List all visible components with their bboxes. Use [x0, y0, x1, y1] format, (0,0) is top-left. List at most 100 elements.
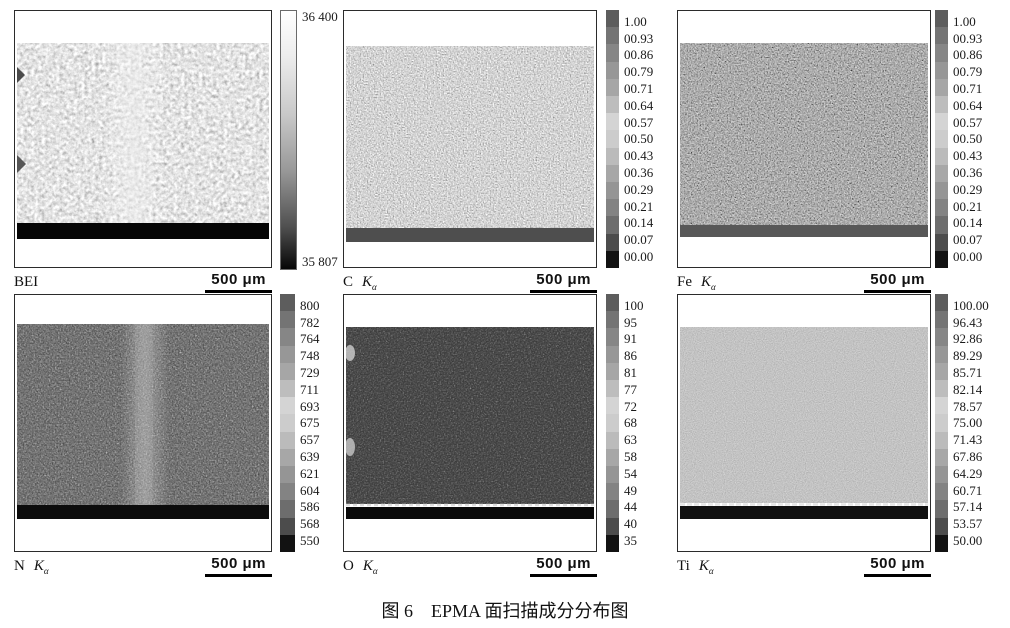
- noise-texture: [346, 46, 594, 228]
- colorbar-segment: [606, 216, 619, 234]
- colorbar-ticks-ti: 100.00 96.43 92.86 89.29 85.71 82.14 78.57 75.0…: [953, 294, 989, 552]
- series-subscript: α: [372, 281, 377, 292]
- colorbar-segment: [606, 78, 619, 97]
- panel-footer: N Kα 500 μm: [14, 555, 272, 577]
- colorbar-segment: [935, 414, 948, 432]
- colorbar-ti: [935, 294, 948, 553]
- colorbar-wrap: 100 95 91 86 81 77 72 68 63 58 54 49 44 40 35: [606, 294, 644, 553]
- colorbar-segment: [935, 27, 948, 45]
- colorbar-segment: [935, 182, 948, 200]
- c-image-canvas: [346, 13, 594, 265]
- colorbar-segment: [280, 362, 295, 381]
- colorbar-segment: [606, 500, 619, 518]
- panel-label-bei: BEI: [14, 274, 47, 293]
- colorbar-segment: [935, 328, 948, 346]
- colorbar-segment: [935, 199, 948, 217]
- inclusion-spot: [17, 67, 25, 83]
- colorbar-segment: [280, 517, 295, 535]
- element-symbol: C: [343, 273, 354, 290]
- colorbar-segment: [935, 78, 948, 97]
- colorbar-tick: 00.57: [624, 114, 654, 130]
- substrate-band: [346, 507, 594, 519]
- colorbar-segment: [606, 328, 619, 346]
- colorbar-segment: [935, 250, 948, 269]
- colorbar-segment: [606, 466, 619, 484]
- colorbar-segment: [935, 448, 948, 467]
- colorbar-segment: [606, 61, 619, 79]
- colorbar-fe: [935, 10, 948, 269]
- fe-ka-micrograph: [677, 10, 931, 268]
- colorbar-segment: [606, 147, 619, 165]
- series-letter: K: [698, 557, 709, 574]
- scale-bar: 500 μm: [530, 271, 597, 293]
- colorbar-ticks-fe: 1.00 00.93 00.86 00.79 00.71 00.64 00.57 00.50 0…: [953, 10, 982, 268]
- substrate-band: [680, 506, 928, 519]
- colorbar-segment: [280, 431, 295, 449]
- colorbar-segment: [935, 10, 948, 28]
- colorbar-tick: 00.00: [624, 249, 654, 265]
- scale-bar: 500 μm: [530, 555, 597, 577]
- colorbar-tick: 00.86: [624, 47, 654, 63]
- colorbar-tick: 00.64: [953, 97, 983, 113]
- colorbar-segment: [606, 414, 619, 432]
- colorbar-segment: [606, 182, 619, 200]
- colorbar-segment: [280, 483, 295, 501]
- panel-c-ka: C Kα 500 μm 1.00 00.93 00.86 00.79 00.71 00.64…: [343, 10, 653, 293]
- colorbar-ticks-o: 100 95 91 86 81 77 72 68 63 58 54 49 44 40 35: [624, 294, 644, 552]
- colorbar-tick: 568: [300, 516, 320, 532]
- colorbar-ticks-bei: 36 400 35 807: [302, 10, 338, 268]
- c-ka-micrograph: [343, 10, 597, 268]
- element-symbol: O: [343, 557, 354, 574]
- colorbar-tick: 54: [624, 465, 637, 481]
- colorbar-tick: 49: [624, 482, 637, 498]
- colorbar-tick: 00.14: [953, 215, 983, 231]
- colorbar-tick: 764: [300, 331, 320, 347]
- colorbar-tick: 86: [624, 348, 637, 364]
- scale-bar: 500 μm: [864, 555, 931, 577]
- panel-footer: Fe Kα 500 μm: [677, 271, 931, 293]
- colorbar-segment: [606, 517, 619, 535]
- oxide-spot: [346, 438, 355, 456]
- colorbar-segment: [935, 96, 948, 114]
- colorbar-tick: 53.57: [953, 516, 983, 532]
- colorbar-tick: 00.21: [624, 198, 654, 214]
- substrate-band: [346, 228, 594, 242]
- colorbar-tick: 77: [624, 381, 637, 397]
- colorbar-tick: 00.50: [624, 131, 654, 147]
- colorbar-segment: [935, 534, 948, 553]
- colorbar-segment: [280, 414, 295, 432]
- o-ka-micrograph: [343, 294, 597, 552]
- colorbar-segment: [606, 294, 619, 312]
- colorbar-segment: [935, 294, 948, 312]
- panel-label-ti: Ti Kα: [677, 558, 714, 577]
- colorbar-tick-max: 36 400: [302, 9, 338, 24]
- colorbar-tick: 729: [300, 365, 320, 381]
- colorbar-segment: [606, 483, 619, 501]
- colorbar-tick: 00.71: [624, 81, 654, 97]
- colorbar-wrap: 1.00 00.93 00.86 00.79 00.71 00.64 00.57 00.50 0…: [935, 10, 982, 269]
- colorbar-ticks-c: 1.00 00.93 00.86 00.79 00.71 00.64 00.57 00.50 0…: [624, 10, 653, 268]
- colorbar-wrap: 1.00 00.93 00.86 00.79 00.71 00.64 00.57 00.50 0…: [606, 10, 653, 269]
- colorbar-wrap: 36 400 35 807: [280, 10, 338, 270]
- colorbar-segment: [606, 199, 619, 217]
- colorbar-tick: 64.29: [953, 465, 983, 481]
- ti-image-canvas: [680, 297, 928, 549]
- colorbar-tick: 71.43: [953, 432, 983, 448]
- colorbar-tick: 57.14: [953, 499, 983, 515]
- n-image-canvas: [17, 297, 269, 549]
- colorbar-tick: 00.07: [953, 232, 983, 248]
- colorbar-tick: 639: [300, 449, 320, 465]
- panel-fe-ka: Fe Kα 500 μm 1.00 00.93 00.86 00.79 00.71 00.6…: [677, 10, 982, 293]
- series-subscript: α: [43, 565, 49, 576]
- colorbar-segment: [935, 466, 948, 484]
- colorbar-segment: [606, 10, 619, 28]
- colorbar-c: [606, 10, 619, 269]
- colorbar-tick: 81: [624, 365, 637, 381]
- colorbar-tick: 00.93: [624, 30, 654, 46]
- colorbar-tick: 782: [300, 314, 320, 330]
- weld-zone-band: [103, 43, 165, 223]
- colorbar-tick: 00.43: [953, 148, 983, 164]
- colorbar-tick: 72: [624, 398, 637, 414]
- colorbar-n: [280, 294, 295, 553]
